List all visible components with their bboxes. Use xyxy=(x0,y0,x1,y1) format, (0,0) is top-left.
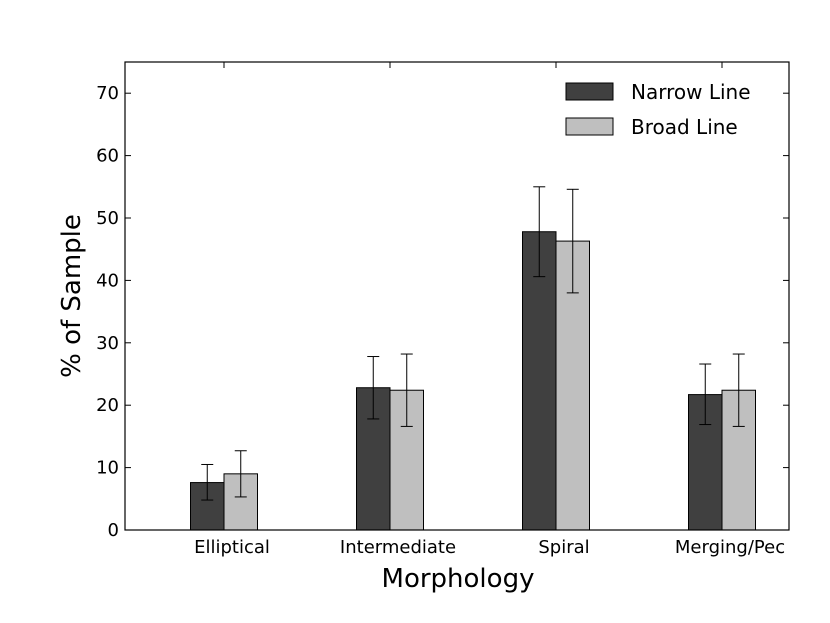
x-tick-label-elliptical: Elliptical xyxy=(194,537,270,558)
x-axis: Elliptical Intermediate Spiral Merging/Pec xyxy=(194,62,785,558)
x-tick-label-spiral: Spiral xyxy=(538,537,589,558)
error-bars-layer xyxy=(201,186,745,501)
x-tick-label-intermediate: Intermediate xyxy=(340,537,456,558)
plot-frame xyxy=(124,61,790,531)
y-axis-title: % of Sample xyxy=(57,214,87,378)
legend: Narrow Line Broad Line xyxy=(565,80,751,139)
legend-label-broad-line: Broad Line xyxy=(631,115,738,139)
legend-label-narrow-line: Narrow Line xyxy=(631,80,751,104)
y-tick-label: 30 xyxy=(96,333,119,354)
y-tick-label: 60 xyxy=(96,146,119,167)
y-axis: 0 10 20 30 40 50 60 70 xyxy=(96,83,789,541)
bar-broad-line-intermediate xyxy=(389,389,424,531)
y-tick-label: 50 xyxy=(96,208,119,229)
x-tick-label-merging-pec: Merging/Pec xyxy=(675,537,785,558)
y-tick-label: 40 xyxy=(96,270,119,291)
y-tick-label: 0 xyxy=(108,520,119,541)
x-axis-title: Morphology xyxy=(382,564,535,594)
legend-swatch-narrow-line xyxy=(565,82,614,101)
y-tick-label: 70 xyxy=(96,83,119,104)
y-tick-label: 20 xyxy=(96,395,119,416)
y-tick-label: 10 xyxy=(96,458,119,479)
bars-layer xyxy=(190,231,756,531)
legend-swatch-broad-line xyxy=(565,117,614,136)
